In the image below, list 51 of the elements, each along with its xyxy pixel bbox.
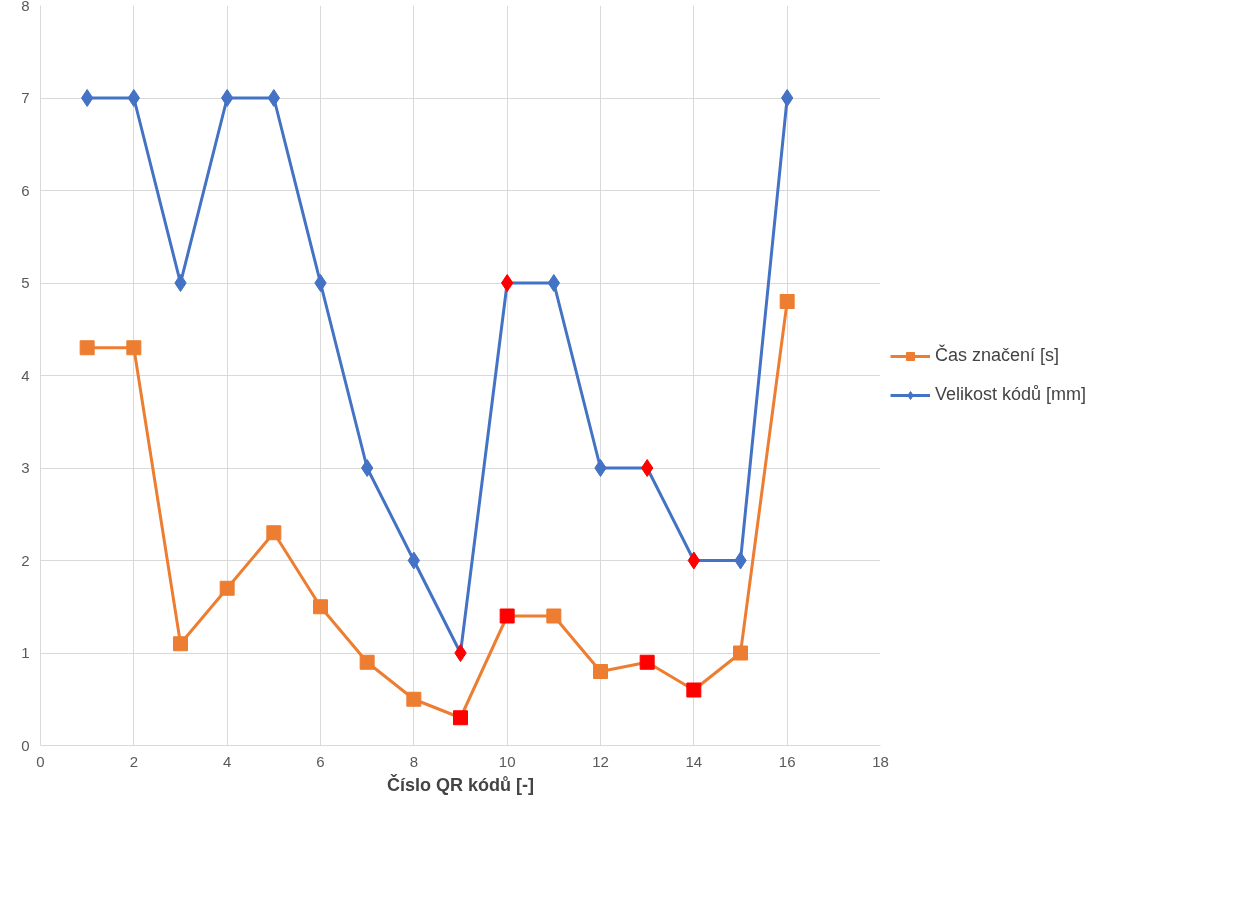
point xyxy=(641,459,654,477)
point xyxy=(454,644,467,662)
point xyxy=(81,89,94,107)
point xyxy=(126,340,142,356)
x-tick-label: 4 xyxy=(223,752,232,770)
x-tick-label: 0 xyxy=(36,752,45,770)
point xyxy=(547,274,560,292)
y-tick-label: 7 xyxy=(21,89,30,106)
point xyxy=(173,636,188,652)
y-tick-label: 3 xyxy=(21,459,30,476)
point xyxy=(593,664,608,679)
point xyxy=(359,654,375,670)
point xyxy=(267,89,280,107)
point xyxy=(594,459,607,477)
point xyxy=(779,294,795,309)
point xyxy=(733,645,748,661)
legend-label: Velikost kódů [mm] xyxy=(935,384,1087,405)
x-tick-label: 16 xyxy=(778,752,796,770)
point xyxy=(686,682,702,698)
x-axis-title: Číslo QR kódů [-] xyxy=(387,773,535,795)
point xyxy=(127,89,140,107)
x-tick-label: 10 xyxy=(498,752,516,770)
y-tick-label: 6 xyxy=(21,181,30,199)
x-tick-label: 12 xyxy=(592,752,609,770)
point xyxy=(79,340,95,356)
point xyxy=(266,525,282,541)
point xyxy=(501,274,514,292)
point xyxy=(221,89,234,107)
x-tick-label: 2 xyxy=(129,752,139,770)
point xyxy=(361,459,374,477)
x-tick-label: 6 xyxy=(316,752,325,770)
x-tick-label: 8 xyxy=(409,752,419,770)
y-tick-label: 4 xyxy=(21,366,30,384)
point xyxy=(406,691,422,707)
y-tick-label: 2 xyxy=(21,551,30,569)
point xyxy=(453,710,468,726)
x-tick-label: 14 xyxy=(685,752,703,770)
point xyxy=(639,654,655,670)
point xyxy=(781,89,794,107)
point xyxy=(313,599,328,615)
y-tick-label: 5 xyxy=(21,274,30,291)
point xyxy=(219,580,235,596)
point xyxy=(314,274,327,292)
legend-label: Čas značení [s] xyxy=(935,345,1060,366)
y-tick-label: 8 xyxy=(21,0,30,14)
y-tick-label: 0 xyxy=(21,736,30,754)
x-tick-label: 18 xyxy=(872,752,889,770)
point xyxy=(546,608,562,624)
point xyxy=(499,608,515,624)
y-tick-label: 1 xyxy=(21,644,30,661)
point xyxy=(174,274,187,292)
